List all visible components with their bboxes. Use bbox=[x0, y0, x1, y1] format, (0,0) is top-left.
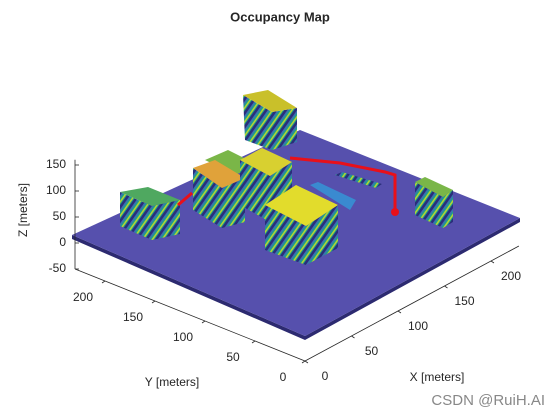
x-tick-label: 100 bbox=[408, 319, 428, 333]
building bbox=[243, 95, 272, 150]
x-axis-label: X [meters] bbox=[410, 370, 465, 384]
y-axis-label: Y [meters] bbox=[145, 375, 199, 389]
x-tick bbox=[490, 260, 495, 264]
x-tick bbox=[304, 360, 309, 364]
building bbox=[120, 192, 152, 240]
building bbox=[415, 177, 453, 197]
y-tick bbox=[201, 320, 206, 324]
z-tick-label: 150 bbox=[46, 157, 66, 171]
x-tick-label: 50 bbox=[365, 344, 379, 358]
x-tick bbox=[444, 285, 448, 289]
y-tick-label: 0 bbox=[280, 370, 287, 384]
z-tick-label: 100 bbox=[46, 183, 66, 197]
x-tick-label: 0 bbox=[322, 369, 329, 383]
y-tick-label: 100 bbox=[173, 330, 193, 344]
y-tick bbox=[301, 360, 306, 364]
y-tick-label: 50 bbox=[226, 350, 240, 364]
building bbox=[152, 200, 180, 240]
building bbox=[443, 190, 453, 228]
building bbox=[415, 182, 443, 228]
z-axis-label: Z [meters] bbox=[16, 183, 30, 237]
y-tick-label: 150 bbox=[123, 310, 143, 324]
x-tick bbox=[397, 310, 402, 314]
building bbox=[120, 187, 180, 206]
building bbox=[306, 205, 338, 265]
z-tick-label: -50 bbox=[49, 261, 67, 275]
x-tick-label: 200 bbox=[501, 269, 521, 283]
y-tick bbox=[251, 340, 256, 344]
x-axis bbox=[304, 245, 520, 362]
z-tick-label: 50 bbox=[53, 209, 67, 223]
building bbox=[272, 108, 297, 150]
path bbox=[177, 191, 193, 207]
building bbox=[265, 205, 306, 265]
x-tick bbox=[351, 335, 355, 339]
goal bbox=[391, 208, 399, 216]
building bbox=[310, 182, 356, 210]
chart-title: Occupancy Map bbox=[230, 9, 330, 24]
x-tick-label: 150 bbox=[454, 294, 474, 308]
z-tick-label: 0 bbox=[59, 235, 66, 249]
building bbox=[243, 90, 297, 112]
building bbox=[265, 185, 338, 226]
building bbox=[222, 178, 245, 228]
y-tick bbox=[101, 280, 106, 284]
building bbox=[240, 160, 270, 222]
watermark: CSDN @RuiH.AI bbox=[431, 392, 545, 409]
y-tick bbox=[151, 300, 156, 304]
building bbox=[335, 172, 382, 188]
scene bbox=[72, 90, 520, 340]
y-tick-label: 200 bbox=[73, 290, 93, 304]
building bbox=[193, 160, 245, 188]
building bbox=[240, 148, 292, 176]
path bbox=[289, 156, 397, 212]
y-axis bbox=[74, 268, 306, 362]
